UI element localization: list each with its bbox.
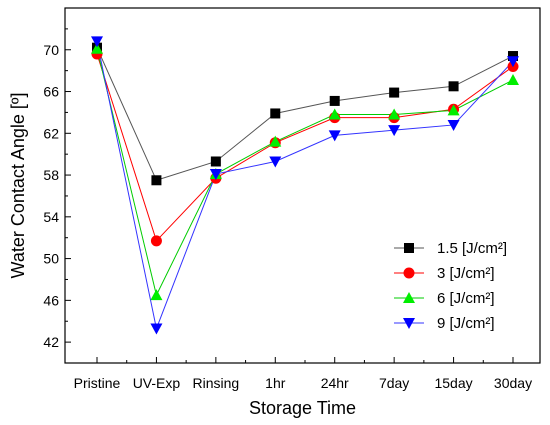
legend-marker <box>404 243 414 253</box>
plot-frame <box>64 7 541 364</box>
data-point <box>150 323 163 335</box>
data-point <box>91 36 103 48</box>
series-line <box>96 48 514 297</box>
data-point <box>447 104 460 116</box>
data-point <box>269 156 282 168</box>
data-point <box>270 108 281 119</box>
data-point <box>389 87 400 98</box>
y-tick-label: 46 <box>43 292 59 308</box>
data-point <box>329 95 340 106</box>
data-point <box>448 81 459 92</box>
y-tick-label: 62 <box>43 125 59 141</box>
x-tick-label: Pristine <box>74 375 121 391</box>
y-tick-label: 66 <box>43 84 59 100</box>
data-point <box>388 108 401 120</box>
data-point <box>269 135 282 147</box>
series-line <box>96 41 514 331</box>
legend-label: 9 [J/cm²] <box>437 315 495 332</box>
series-1 <box>96 47 514 181</box>
x-tick-label: UV-Exp <box>133 375 181 391</box>
data-point <box>328 108 341 120</box>
data-point <box>150 289 163 301</box>
x-tick-label: 30day <box>494 375 532 391</box>
data-point <box>508 51 518 62</box>
legend-label: 6 [J/cm²] <box>437 290 495 307</box>
x-axis-title: Storage Time <box>249 398 356 418</box>
data-point <box>328 130 341 142</box>
data-point <box>91 42 103 54</box>
y-axis-title: Water Contact Angle [º] <box>8 93 28 279</box>
y-tick-label: 42 <box>43 334 59 350</box>
series-2-markers <box>91 48 519 247</box>
y-tick-label: 70 <box>43 42 59 58</box>
legend-label: 3 [J/cm²] <box>437 265 495 282</box>
data-point <box>210 156 221 167</box>
series-line <box>96 47 514 181</box>
y-tick-label: 50 <box>43 251 59 267</box>
data-point <box>151 175 162 186</box>
series-4-markers <box>91 36 519 335</box>
data-point <box>388 125 401 137</box>
x-tick-label: 15day <box>434 375 472 391</box>
data-point <box>150 235 162 247</box>
legend-label: 1.5 [J/cm²] <box>437 240 507 257</box>
data-point <box>507 74 519 86</box>
y-tick-label: 58 <box>43 167 59 183</box>
data-point <box>209 169 222 181</box>
legend-marker <box>403 292 415 303</box>
legend-marker <box>403 267 415 279</box>
x-tick-label: 24hr <box>321 375 349 391</box>
legend-marker <box>403 318 415 329</box>
data-point <box>507 56 519 68</box>
x-tick-label: 7day <box>379 375 409 391</box>
y-tick-label: 54 <box>43 209 59 225</box>
series-3 <box>96 48 514 297</box>
x-tick-label: Rinsing <box>193 375 240 391</box>
x-tick-label: 1hr <box>265 375 286 391</box>
data-point <box>447 119 460 131</box>
legend: 1.5 [J/cm²] 3 [J/cm²] 6 [J/cm²] 9 [J/cm²] <box>394 240 507 332</box>
series-4 <box>96 41 514 331</box>
